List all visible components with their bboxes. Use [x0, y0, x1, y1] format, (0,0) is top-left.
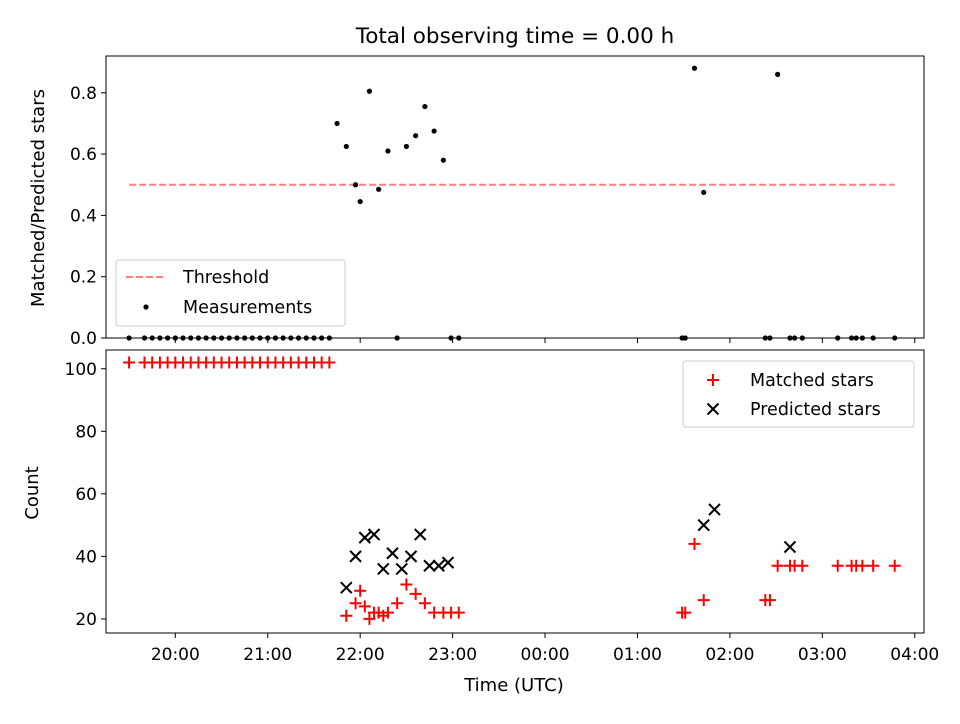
matched-star-point: [688, 537, 701, 550]
x-axis-label: Time (UTC): [463, 675, 564, 696]
legend-measurements-label: Measurements: [183, 298, 312, 318]
predicted-star-point: [708, 503, 721, 516]
measurement-point: [334, 120, 340, 127]
predicted-star-point: [395, 562, 408, 576]
top-y-axis-label: Matched/Predicted stars: [28, 89, 49, 307]
top-y-tick-label: 0.0: [70, 329, 97, 349]
top-y-tick-label: 0.8: [70, 84, 97, 104]
bottom-y-axis-label: Count: [22, 466, 43, 519]
x-tick-label: 04:00: [890, 645, 939, 665]
matched-star-point: [123, 356, 136, 369]
predicted-star-point: [377, 562, 390, 576]
legend-predicted-label: Predicted stars: [750, 400, 881, 420]
bottom-y-tick-label: 100: [65, 360, 97, 380]
measurement-point: [352, 182, 359, 188]
x-tick-label: 20:00: [151, 645, 200, 665]
bottom-y-tick-label: 40: [75, 547, 97, 567]
predicted-star-point: [697, 518, 710, 532]
legend-matched-swatch: [707, 374, 719, 386]
bottom-y-tick-label: 80: [75, 422, 97, 442]
matched-star-point: [381, 606, 394, 619]
matched-star-point: [796, 559, 809, 572]
x-tick-label: 21:00: [243, 645, 292, 665]
predicted-star-point: [414, 528, 427, 541]
matched-star-point: [340, 609, 353, 622]
bottom-axes-frame: [105, 349, 925, 634]
predicted-star-point: [367, 528, 381, 541]
top-legend: Threshold Measurements: [115, 259, 346, 327]
matched-star-point: [409, 587, 422, 600]
predicted-star-point: [349, 550, 362, 563]
predicted-star-point: [423, 559, 436, 572]
predicted-star-point: [404, 550, 418, 563]
predicted-star-point: [441, 556, 455, 569]
matched-star-point: [679, 606, 692, 619]
bottom-y-tick-label: 20: [75, 610, 97, 630]
matched-star-point: [856, 559, 869, 572]
bottom-panel: 20 40 60 80 100 20:00 21:00 22:00 23:00 00:00 01:0…: [65, 349, 939, 665]
measurement-point: [376, 186, 382, 192]
predicted-star-point: [340, 581, 353, 594]
top-y-tick-label: 0.4: [70, 206, 97, 226]
x-tick-label: 02:00: [705, 645, 754, 665]
matched-star-point: [363, 612, 376, 625]
measurement-point: [440, 157, 446, 163]
legend-measurements-swatch: [143, 304, 149, 310]
x-tick-label: 03:00: [798, 645, 847, 665]
matched-star-point: [771, 559, 784, 572]
matched-star-point: [358, 600, 371, 613]
measurement-point: [775, 71, 781, 77]
measurement-point: [422, 103, 428, 110]
top-axes-frame: [105, 55, 925, 339]
matched-star-point: [697, 594, 710, 607]
x-tick-label: 00:00: [521, 645, 570, 665]
predicted-star-point: [432, 559, 445, 572]
measurement-point: [357, 198, 363, 205]
matched-star-point: [323, 356, 336, 369]
top-y-tick-label: 0.6: [70, 145, 97, 165]
measurement-point: [385, 148, 391, 154]
matched-star-point: [867, 559, 880, 572]
bottom-legend-box: [682, 360, 915, 428]
matched-star-point: [354, 584, 367, 597]
matched-star-point: [400, 578, 413, 591]
chart-title: Total observing time = 0.00 h: [355, 24, 675, 49]
matched-star-point: [349, 597, 362, 610]
top-y-tick-label: 0.2: [70, 268, 97, 288]
predicted-star-point: [358, 531, 372, 544]
x-tick-label: 23:00: [428, 645, 477, 665]
measurement-point: [343, 143, 349, 150]
predicted-star-point: [386, 547, 399, 560]
legend-threshold-label: Threshold: [182, 268, 269, 288]
top-legend-box: [115, 259, 346, 327]
matched-star-point: [418, 597, 431, 610]
bottom-y-tick-label: 60: [75, 485, 97, 505]
top-panel: 0.0 0.2 0.4 0.6 0.8 Threshold Measurements: [70, 55, 925, 349]
legend-predicted-swatch: [706, 402, 720, 416]
measurement-point: [691, 65, 698, 71]
matched-star-point: [452, 606, 465, 619]
matched-star-point: [763, 594, 776, 607]
matched-star-point: [888, 559, 901, 572]
bottom-legend: Matched stars Predicted stars: [682, 360, 915, 428]
x-tick-label: 22:00: [336, 645, 385, 665]
predicted-star-point: [783, 540, 797, 554]
measurement-point: [366, 88, 373, 94]
measurement-point: [431, 128, 437, 134]
measurement-point: [403, 143, 409, 150]
legend-matched-label: Matched stars: [750, 371, 874, 391]
measurement-point: [413, 133, 419, 139]
matched-star-point: [391, 597, 404, 610]
x-tick-label: 01:00: [613, 645, 662, 665]
measurement-point: [701, 189, 707, 196]
matched-star-point: [831, 559, 844, 572]
